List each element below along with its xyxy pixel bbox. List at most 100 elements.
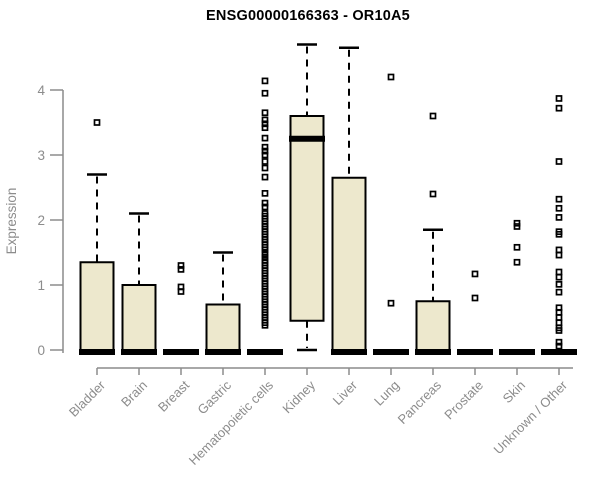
outlier-point bbox=[261, 124, 269, 132]
x-tick-label-liver: Liver bbox=[330, 377, 361, 408]
boxplot-breast bbox=[163, 262, 199, 355]
x-tick-label-prostate: Prostate bbox=[441, 378, 486, 423]
outlier-point bbox=[555, 214, 563, 221]
outlier-point bbox=[261, 199, 269, 207]
outlier-point bbox=[261, 77, 269, 85]
outlier-point bbox=[471, 294, 479, 302]
median-bar bbox=[499, 349, 535, 355]
boxplot-skin bbox=[499, 219, 535, 355]
outlier-point bbox=[555, 246, 563, 254]
boxplot-brain bbox=[121, 212, 157, 355]
outlier-point bbox=[261, 158, 269, 165]
outlier-point bbox=[261, 164, 269, 172]
outlier-point bbox=[555, 195, 563, 203]
outlier-point bbox=[555, 158, 563, 165]
boxplot-hematopoietic-cells bbox=[247, 77, 283, 355]
median-bar bbox=[331, 349, 367, 355]
iqr-box bbox=[205, 303, 241, 351]
iqr-box bbox=[289, 115, 325, 322]
iqr-box bbox=[331, 176, 367, 351]
outlier-point bbox=[261, 173, 269, 181]
boxplot-prostate bbox=[457, 270, 493, 355]
x-tick-label-kidney: Kidney bbox=[279, 377, 318, 416]
outlier-point bbox=[555, 338, 563, 346]
median-bar bbox=[121, 349, 157, 355]
outlier-point bbox=[555, 281, 563, 288]
outlier-point bbox=[261, 134, 269, 142]
outlier-point bbox=[513, 258, 521, 266]
y-tick-label: 1 bbox=[37, 278, 45, 293]
outlier-point bbox=[429, 112, 437, 120]
outlier-point bbox=[513, 243, 521, 251]
outlier-point bbox=[555, 251, 563, 259]
x-tick-label-lung: Lung bbox=[371, 378, 402, 409]
y-axis-title: Expression bbox=[4, 188, 19, 255]
x-tick-label-unknown-other: Unknown / Other bbox=[491, 377, 571, 457]
x-tick-label-skin: Skin bbox=[500, 378, 528, 406]
outlier-point bbox=[513, 223, 521, 230]
y-tick-label: 3 bbox=[37, 148, 45, 163]
iqr-box bbox=[121, 284, 157, 351]
median-bar bbox=[415, 349, 451, 355]
median-bar bbox=[289, 135, 325, 142]
x-tick-label-gastric: Gastric bbox=[194, 377, 234, 417]
outlier-point bbox=[261, 203, 269, 211]
outlier-point bbox=[555, 273, 563, 281]
boxplot-kidney bbox=[289, 43, 325, 352]
median-bar bbox=[163, 349, 199, 355]
outlier-point bbox=[261, 246, 269, 254]
outlier-point bbox=[555, 319, 563, 327]
outlier-point bbox=[261, 120, 269, 128]
outlier-point bbox=[555, 288, 563, 296]
outlier-point bbox=[261, 151, 269, 159]
outlier-point bbox=[177, 288, 185, 295]
median-bar bbox=[247, 349, 283, 355]
y-tick-label: 0 bbox=[37, 343, 45, 358]
outlier-point bbox=[555, 230, 563, 238]
x-tick-label-bladder: Bladder bbox=[66, 377, 109, 420]
y-tick-label: 4 bbox=[37, 83, 45, 98]
x-tick-label-pancreas: Pancreas bbox=[395, 377, 445, 427]
outlier-point bbox=[387, 73, 395, 81]
iqr-box bbox=[79, 261, 115, 351]
outlier-point bbox=[177, 266, 185, 273]
boxplot-unknown-other bbox=[541, 95, 577, 355]
outlier-point bbox=[261, 143, 269, 151]
boxplot-liver bbox=[331, 46, 367, 355]
outlier-point bbox=[555, 327, 563, 334]
iqr-box bbox=[415, 300, 451, 351]
outlier-point bbox=[261, 321, 269, 329]
outlier-point bbox=[555, 204, 563, 212]
median-bar bbox=[541, 349, 577, 355]
outlier-point bbox=[555, 308, 563, 316]
median-bar bbox=[373, 349, 409, 355]
x-tick-label-brain: Brain bbox=[118, 378, 150, 410]
boxplot-pancreas bbox=[415, 112, 451, 355]
outlier-point bbox=[177, 262, 185, 269]
outlier-point bbox=[261, 190, 269, 197]
outlier-point bbox=[93, 119, 101, 126]
median-bar bbox=[205, 349, 241, 355]
outlier-point bbox=[555, 342, 563, 350]
boxplot-gastric bbox=[205, 251, 241, 355]
outlier-point bbox=[555, 104, 563, 112]
outlier-point bbox=[429, 190, 437, 198]
median-bar bbox=[457, 349, 493, 355]
boxplot-bladder bbox=[79, 119, 115, 355]
outlier-point bbox=[261, 116, 269, 124]
outlier-point bbox=[555, 268, 563, 276]
x-tick-label-breast: Breast bbox=[155, 377, 192, 414]
outlier-point bbox=[261, 147, 269, 155]
median-bar bbox=[79, 349, 115, 355]
outlier-point bbox=[261, 89, 269, 97]
outlier-point bbox=[555, 314, 563, 321]
outlier-point bbox=[261, 109, 269, 117]
outlier-point bbox=[555, 95, 563, 102]
outlier-point bbox=[471, 270, 479, 278]
chart-title: ENSG00000166363 - OR10A5 bbox=[206, 8, 410, 24]
boxplot-lung bbox=[373, 73, 409, 355]
outlier-point bbox=[387, 299, 395, 307]
y-tick-label: 2 bbox=[37, 213, 45, 228]
